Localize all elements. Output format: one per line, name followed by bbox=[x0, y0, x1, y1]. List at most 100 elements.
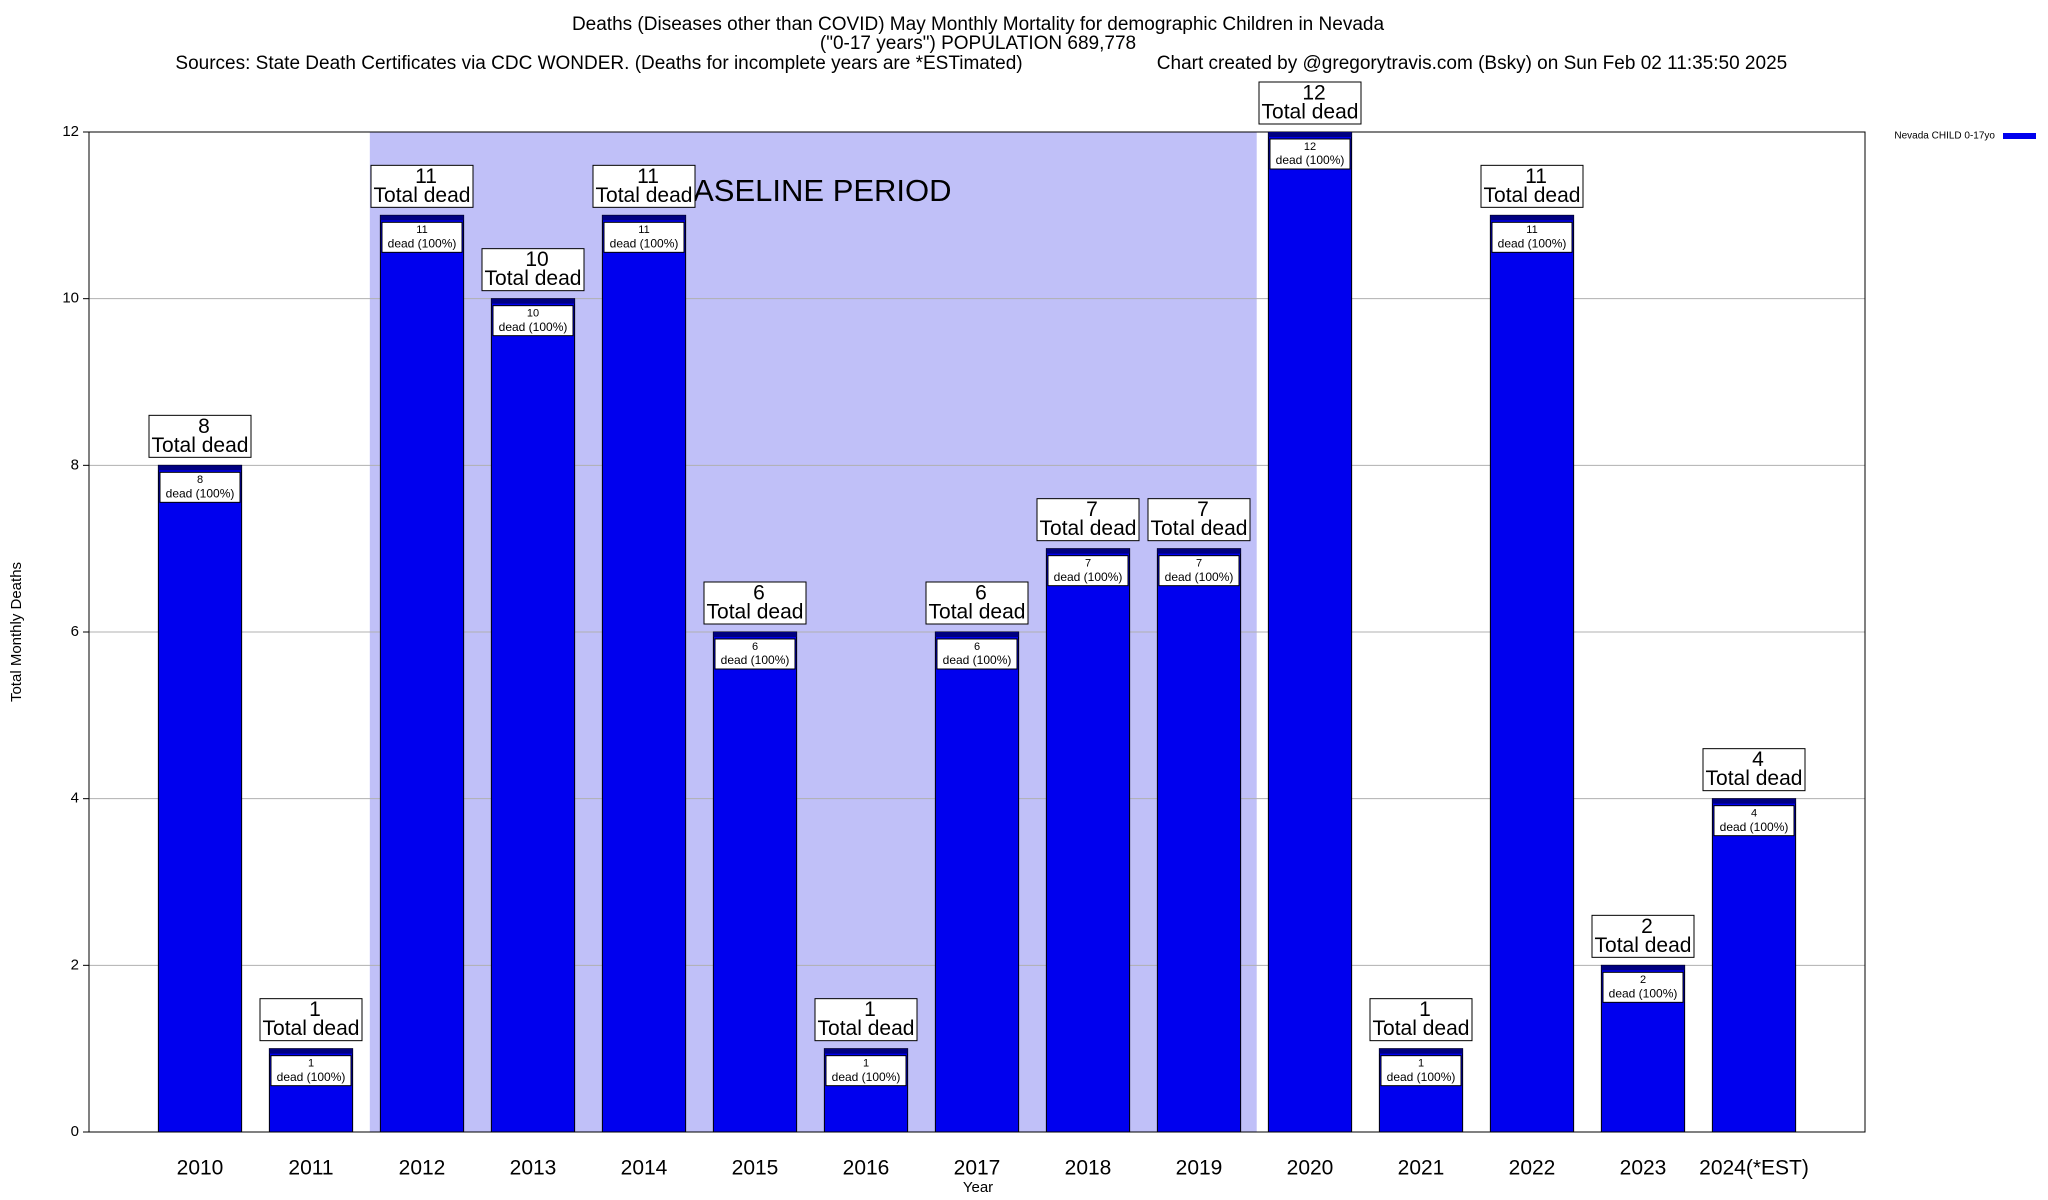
x-tick-label: 2010 bbox=[177, 1157, 224, 1180]
inner-label-value: 1 bbox=[1418, 1058, 1424, 1070]
chart-subtitle: ("0-17 years") POPULATION 689,778 bbox=[820, 33, 1136, 54]
bar-cap bbox=[1379, 1048, 1463, 1054]
total-label-value: 7 bbox=[1197, 498, 1209, 521]
bar bbox=[934, 631, 1020, 1133]
total-label-text: Total dead bbox=[1262, 101, 1359, 124]
total-label-value: 11 bbox=[637, 165, 659, 188]
total-label-text: Total dead bbox=[1040, 517, 1137, 540]
x-tick-label: 2023 bbox=[1620, 1157, 1667, 1180]
y-tick-label: 8 bbox=[71, 456, 79, 473]
total-label-value: 2 bbox=[1641, 915, 1653, 938]
x-tick-label: 2021 bbox=[1398, 1157, 1445, 1180]
bar-cap bbox=[602, 215, 686, 221]
inner-label-box bbox=[1713, 805, 1795, 837]
inner-label-text: dead (100%) bbox=[1165, 570, 1234, 584]
inner-label-value: 7 bbox=[1085, 558, 1091, 570]
x-tick-label: 2014 bbox=[621, 1157, 668, 1180]
y-tick-label: 10 bbox=[62, 290, 79, 307]
legend-swatch bbox=[2003, 133, 2036, 139]
total-label-value: 1 bbox=[309, 998, 321, 1021]
x-tick-label: 2020 bbox=[1287, 1157, 1334, 1180]
inner-label-value: 11 bbox=[1526, 224, 1537, 236]
total-label-text: Total dead bbox=[818, 1017, 915, 1040]
total-label-value: 6 bbox=[753, 582, 765, 605]
inner-label-text: dead (100%) bbox=[388, 237, 457, 251]
bar bbox=[1156, 548, 1242, 1133]
bar-cap bbox=[713, 632, 797, 637]
total-label-box bbox=[370, 164, 474, 208]
inner-label-box bbox=[825, 1055, 907, 1087]
inner-label-text: dead (100%) bbox=[1276, 153, 1345, 167]
total-label-box bbox=[1702, 748, 1806, 792]
bar-cap bbox=[824, 1048, 908, 1054]
bar-cap bbox=[491, 298, 575, 304]
inner-label-box bbox=[1269, 138, 1351, 170]
total-label-value: 1 bbox=[1419, 998, 1431, 1021]
inner-label-text: dead (100%) bbox=[610, 237, 679, 251]
inner-label-value: 12 bbox=[1304, 141, 1316, 153]
bar bbox=[1045, 548, 1131, 1133]
inner-label-value: 11 bbox=[638, 224, 649, 236]
total-label-box bbox=[259, 998, 363, 1042]
bar-cap bbox=[1601, 965, 1685, 971]
inner-label-text: dead (100%) bbox=[499, 320, 568, 334]
legend-label: Nevada CHILD 0-17yo bbox=[1894, 131, 1995, 142]
y-tick-label: 12 bbox=[62, 123, 79, 140]
inner-label-value: 6 bbox=[752, 641, 758, 653]
bar bbox=[379, 214, 465, 1133]
x-tick-label: 2013 bbox=[510, 1157, 557, 1180]
total-label-box bbox=[1036, 498, 1140, 542]
x-tick-label: 2019 bbox=[1176, 1157, 1223, 1180]
inner-label-text: dead (100%) bbox=[721, 653, 790, 667]
total-label-text: Total dead bbox=[374, 184, 471, 207]
y-tick-label: 4 bbox=[71, 790, 79, 807]
total-label-text: Total dead bbox=[263, 1017, 360, 1040]
bar bbox=[157, 464, 243, 1133]
inner-label-value: 1 bbox=[308, 1058, 314, 1070]
total-label-box bbox=[703, 581, 807, 625]
total-label-text: Total dead bbox=[152, 434, 249, 457]
inner-label-value: 2 bbox=[1640, 974, 1646, 986]
total-label-text: Total dead bbox=[1706, 767, 1803, 790]
total-label-text: Total dead bbox=[1595, 934, 1692, 957]
bar-cap bbox=[269, 1048, 353, 1054]
x-tick-label: 2015 bbox=[732, 1157, 779, 1180]
inner-label-text: dead (100%) bbox=[832, 1070, 901, 1084]
inner-label-text: dead (100%) bbox=[277, 1070, 346, 1084]
total-label-box bbox=[1369, 998, 1473, 1042]
total-label-value: 7 bbox=[1086, 498, 1098, 521]
inner-label-text: dead (100%) bbox=[1387, 1070, 1456, 1084]
bar bbox=[490, 298, 576, 1133]
inner-label-box bbox=[270, 1055, 352, 1087]
x-tick-label: 2018 bbox=[1065, 1157, 1112, 1180]
y-axis-label: Total Monthly Deaths bbox=[8, 562, 25, 702]
inner-label-text: dead (100%) bbox=[1720, 820, 1789, 834]
inner-label-value: 7 bbox=[1196, 558, 1202, 570]
bar-cap bbox=[1046, 548, 1130, 554]
total-label-value: 8 bbox=[198, 415, 210, 438]
bar-cap bbox=[1490, 215, 1574, 221]
total-label-value: 11 bbox=[415, 165, 437, 188]
bar-cap bbox=[935, 632, 1019, 637]
inner-label-box bbox=[936, 638, 1018, 670]
total-label-box bbox=[1147, 498, 1251, 542]
x-tick-label: 2022 bbox=[1509, 1157, 1556, 1180]
total-label-box bbox=[925, 581, 1029, 625]
bar-cap bbox=[1712, 798, 1796, 804]
total-label-value: 6 bbox=[975, 582, 987, 605]
total-label-box bbox=[148, 414, 252, 458]
bar bbox=[1489, 214, 1575, 1133]
inner-label-text: dead (100%) bbox=[1498, 237, 1567, 251]
bar-cap bbox=[380, 215, 464, 221]
inner-label-box bbox=[1158, 555, 1240, 587]
source-note: Sources: State Death Certificates via CD… bbox=[175, 53, 1022, 74]
inner-label-box bbox=[1602, 971, 1684, 1003]
inner-label-text: dead (100%) bbox=[166, 487, 235, 501]
inner-label-box bbox=[1047, 555, 1129, 587]
x-tick-label: 2016 bbox=[843, 1157, 890, 1180]
total-label-value: 11 bbox=[1525, 165, 1547, 188]
inner-label-box bbox=[1491, 221, 1573, 253]
inner-label-text: dead (100%) bbox=[943, 653, 1012, 667]
inner-label-box bbox=[714, 638, 796, 670]
inner-label-box bbox=[492, 305, 574, 337]
